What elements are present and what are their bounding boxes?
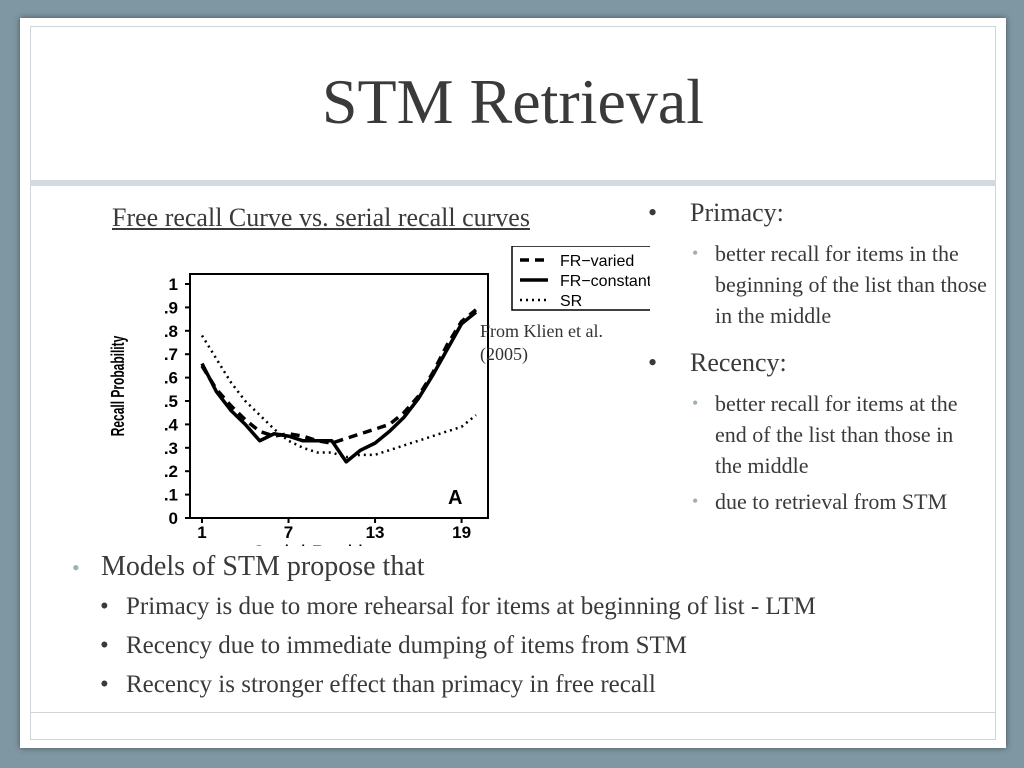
- sub-bullet-text: Recency is stronger effect than primacy …: [126, 671, 656, 698]
- sub-bullet-dot: •: [692, 243, 699, 263]
- plot-frame: [189, 273, 489, 519]
- bullet-models-heading: Models of STM propose that: [101, 551, 425, 582]
- x-tick-label: 19: [452, 523, 471, 542]
- y-axis-label: Recall Probability: [109, 335, 129, 436]
- sub-bullet-primacy-1: • better recall for items in the beginni…: [692, 238, 992, 331]
- bullet-dot: •: [72, 555, 80, 580]
- panel-label: A: [448, 487, 462, 509]
- legend-label: FR−constant: [560, 273, 650, 290]
- x-axis-label: Serial Position: [252, 542, 386, 546]
- sub-bullet-dot: •: [692, 393, 699, 413]
- sub-bullet-dot: •: [100, 632, 109, 659]
- sub-bullet-text: better recall for items in the beginning…: [715, 241, 987, 328]
- y-tick-label: .3: [164, 439, 178, 458]
- slide-title: STM Retrieval: [321, 66, 705, 137]
- source-note: From Klien et al. (2005): [480, 321, 603, 365]
- y-tick-label: .5: [164, 392, 178, 411]
- y-tick-label: .8: [164, 322, 178, 341]
- x-tick-label: 7: [284, 523, 293, 542]
- serial-position-chart: 0 .1 .2 .3 .4 .5 .6 .7 .8 .9 1 1 7 13 19 Serial Positio…: [60, 245, 679, 565]
- y-tick-label: 1: [169, 275, 178, 294]
- footer-divider: [30, 712, 996, 713]
- y-tick-label: .6: [164, 369, 178, 388]
- series-line-2: [200, 310, 478, 464]
- y-tick-label: .1: [164, 486, 178, 505]
- slide-frame: [30, 26, 996, 740]
- y-tick-label: .4: [164, 415, 179, 434]
- sub-bullet-recency-1: • better recall for items at the end of …: [692, 388, 982, 481]
- slide: STM Retrieval Free recall Curve vs. seri…: [20, 18, 1006, 748]
- sub-bullet-dot: •: [100, 593, 109, 620]
- sub-bullet-text: due to retrieval from STM: [715, 489, 948, 514]
- figure-caption: Free recall Curve vs. serial recall curv…: [112, 203, 530, 232]
- chart-svg: 0 .1 .2 .3 .4 .5 .6 .7 .8 .9 1 1 7 13 19 Serial Positio…: [109, 245, 679, 565]
- y-tick-label: 0: [169, 509, 178, 528]
- y-tick-label: .2: [164, 462, 178, 481]
- sub-bullet-dot: •: [100, 671, 109, 698]
- sub-bullet-text: Recency due to immediate dumping of item…: [126, 632, 687, 659]
- bullet-recency-heading: Recency:: [690, 348, 787, 377]
- y-tick-label: .7: [164, 345, 178, 364]
- legend-label: SR: [560, 293, 582, 310]
- y-tick-label: .9: [164, 298, 178, 317]
- sub-bullet-text: Primacy is due to more rehearsal for ite…: [126, 593, 816, 620]
- bullet-dot: •: [648, 348, 658, 377]
- sub-bullet-dot: •: [692, 491, 699, 511]
- series-line-3: [200, 334, 477, 459]
- sub-bullet-text: better recall for items at the end of th…: [715, 391, 958, 478]
- title-divider: [30, 180, 996, 186]
- x-tick-label: 13: [366, 523, 385, 542]
- bullet-dot: •: [648, 198, 658, 227]
- x-tick-label: 1: [197, 523, 206, 542]
- bullet-primacy-heading: Primacy:: [690, 198, 784, 227]
- sub-bullet-recency-2: • due to retrieval from STM: [692, 486, 982, 517]
- legend-label: FR−varied: [560, 253, 634, 270]
